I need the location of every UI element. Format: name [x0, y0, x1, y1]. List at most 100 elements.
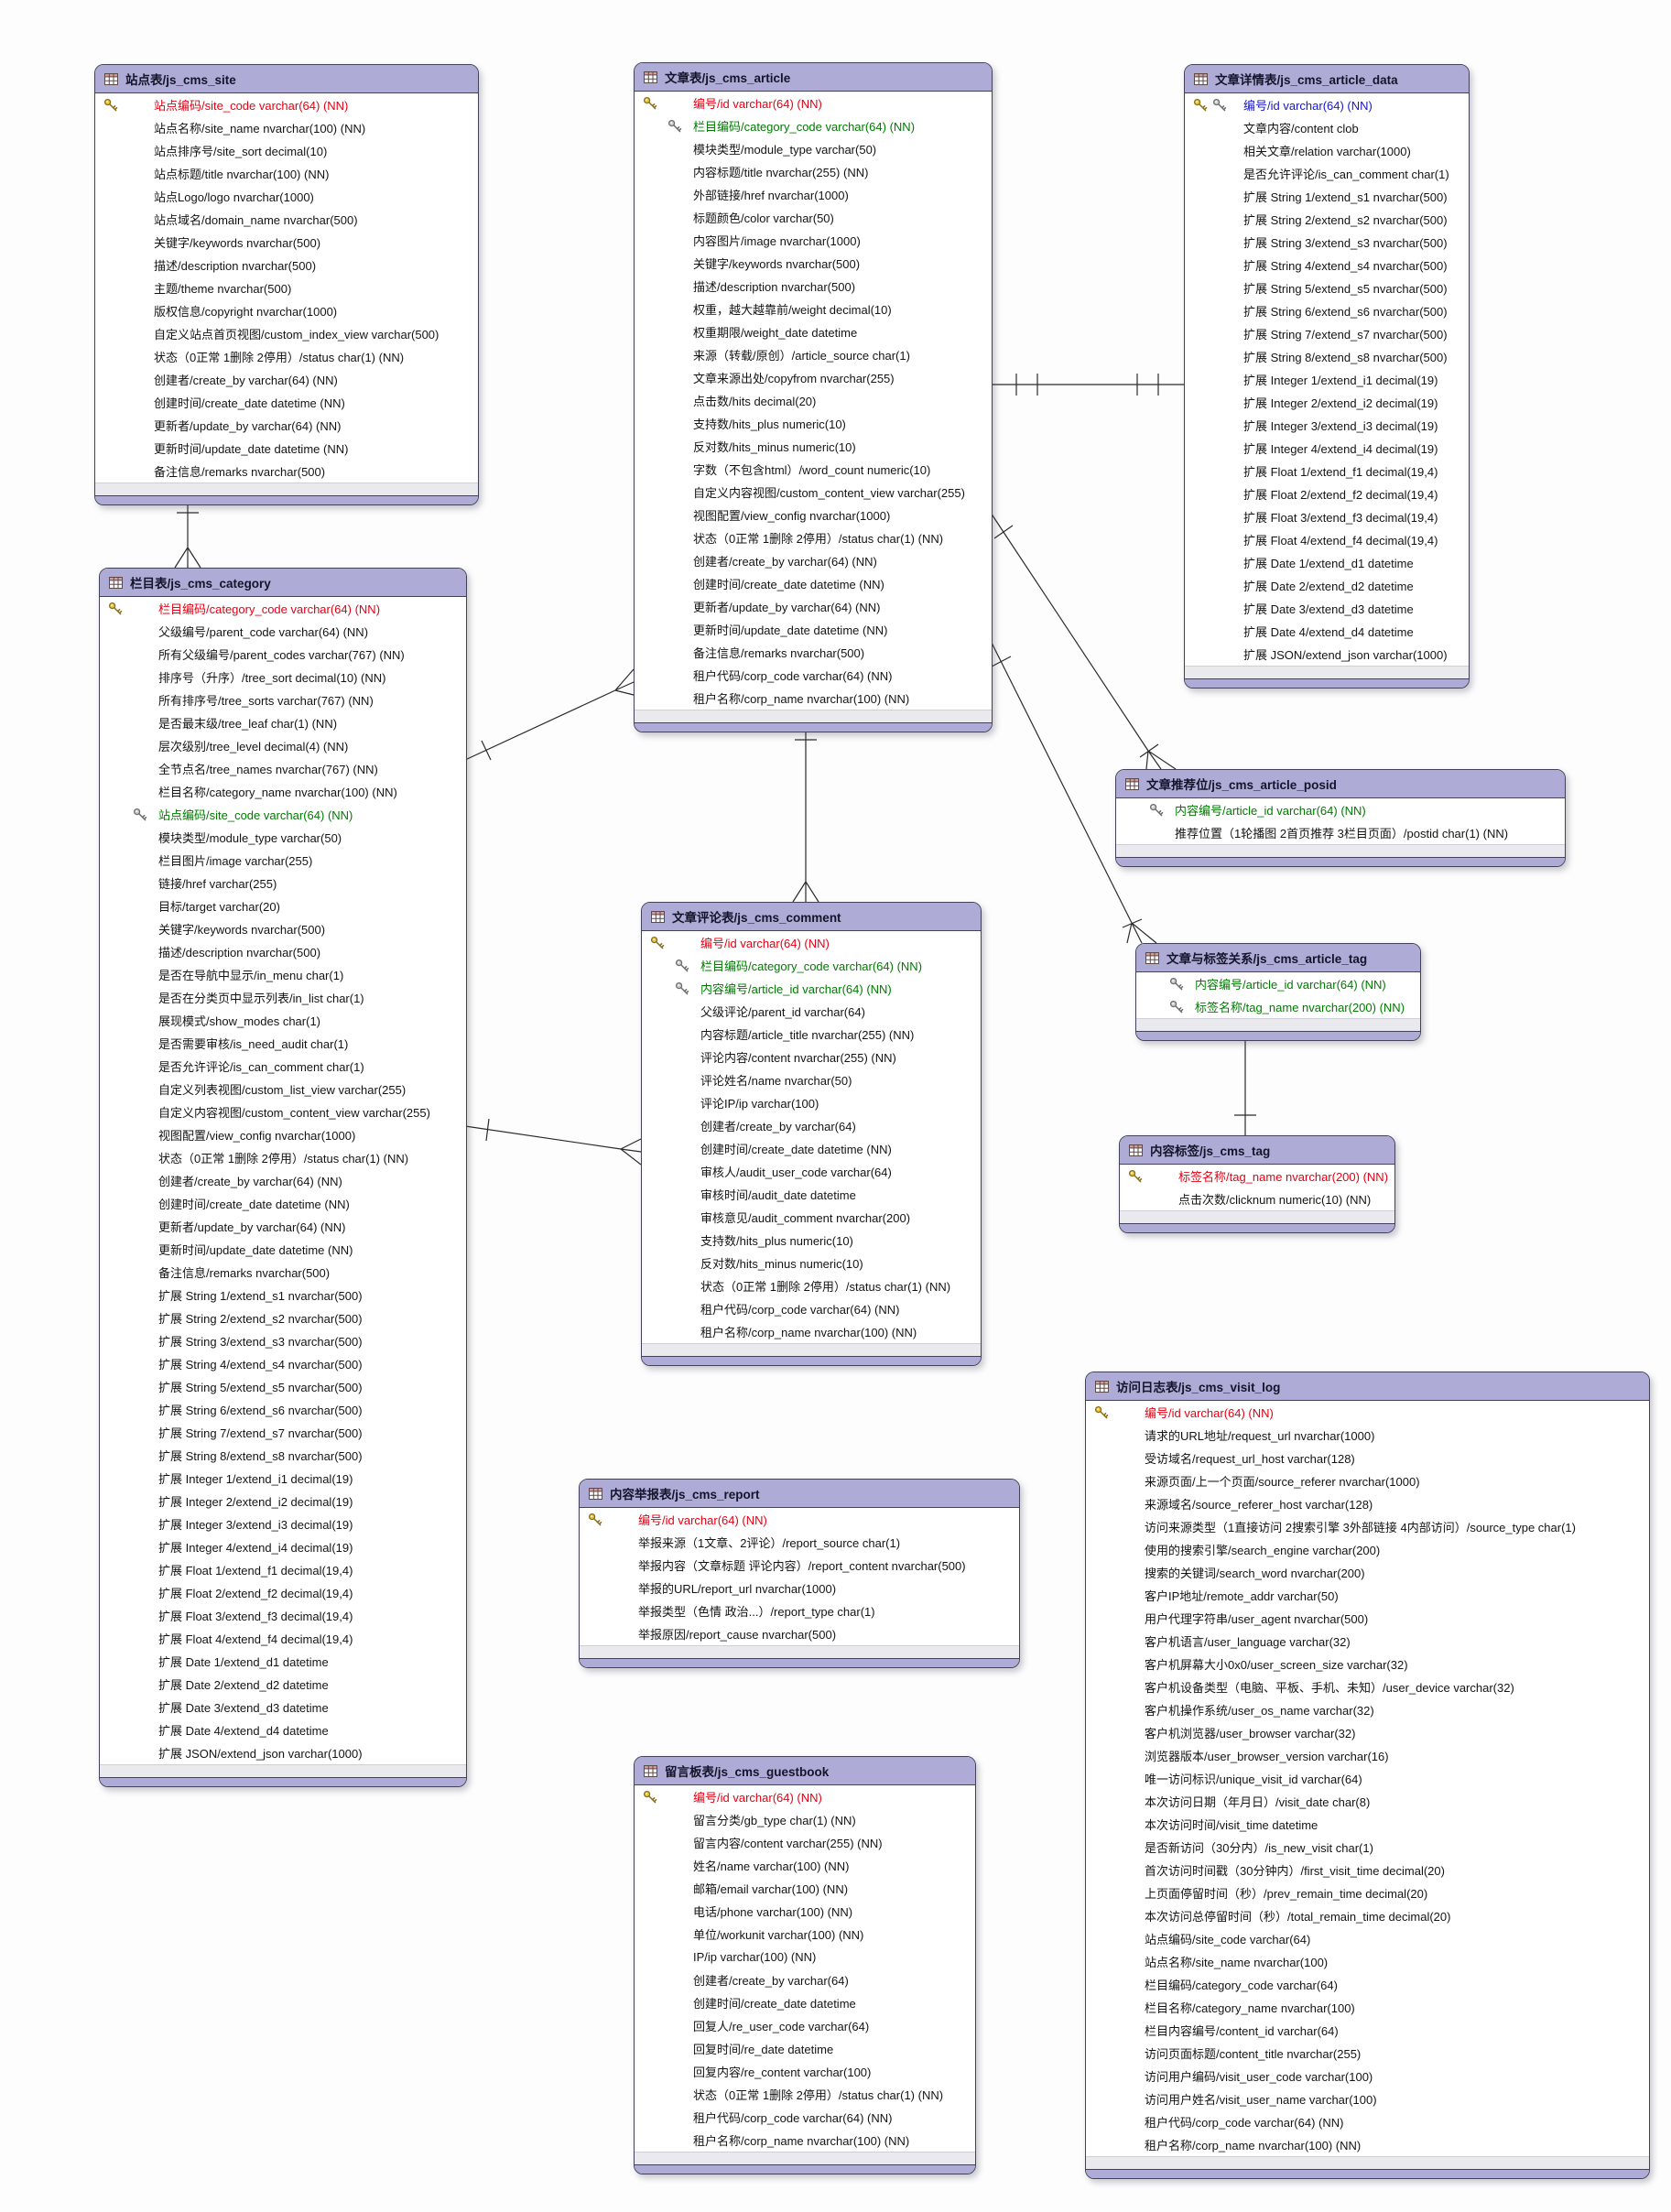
entity-header-article_data[interactable]: 文章详情表/js_cms_article_data: [1185, 65, 1469, 93]
field-row: 是否在分类页中显示列表/in_list char(1): [100, 986, 466, 1009]
field-row: 审核人/audit_user_code varchar(64): [642, 1160, 981, 1183]
field-row: 扩展 String 1/extend_s1 nvarchar(500): [100, 1284, 466, 1307]
field-label: 栏目编码/category_code varchar(64) (NN): [158, 602, 381, 616]
entity-article_posid[interactable]: 文章推荐位/js_cms_article_posid 内容编号/article_…: [1115, 769, 1566, 867]
entity-article[interactable]: 文章表/js_cms_article 编号/id varchar(64) (NN…: [634, 62, 993, 732]
field-row: 扩展 String 3/extend_s3 nvarchar(500): [100, 1329, 466, 1352]
entity-site[interactable]: 站点表/js_cms_site 站点编码/site_code varchar(6…: [94, 64, 479, 505]
entity-header-guestbook[interactable]: 留言板表/js_cms_guestbook: [635, 1757, 975, 1785]
table-icon: [1095, 1380, 1109, 1393]
field-row: 访问来源类型（1直接访问 2搜索引擎 3外部链接 4内部访问）/source_t…: [1086, 1515, 1649, 1538]
entity-header-comment[interactable]: 文章评论表/js_cms_comment: [642, 903, 981, 931]
field-row: 栏目编码/category_code varchar(64): [1086, 1973, 1649, 1996]
entity-fields: 栏目编码/category_code varchar(64) (NN) 父级编号/…: [100, 597, 466, 1764]
entity-footer-band: [95, 495, 478, 504]
entity-article_data[interactable]: 文章详情表/js_cms_article_data 编号/id varchar(…: [1184, 64, 1470, 689]
field-label: 扩展 Date 2/extend_d2 datetime: [1243, 580, 1414, 593]
entity-title: 文章推荐位/js_cms_article_posid: [1146, 778, 1337, 792]
entity-header-category[interactable]: 栏目表/js_cms_category: [100, 569, 466, 597]
entity-header-tag[interactable]: 内容标签/js_cms_tag: [1120, 1136, 1394, 1165]
entity-tag[interactable]: 内容标签/js_cms_tag 标签名称/tag_name nvarchar(2…: [1119, 1135, 1395, 1233]
field-row: 扩展 Float 1/extend_f1 decimal(19,4): [100, 1558, 466, 1581]
field-row: 扩展 Float 2/extend_f2 decimal(19,4): [100, 1581, 466, 1604]
field-row: 站点名称/site_name nvarchar(100): [1086, 1950, 1649, 1973]
field-row: 编号/id varchar(64) (NN): [1185, 93, 1469, 116]
field-row: 外部链接/href nvarchar(1000): [635, 183, 992, 206]
field-label: 扩展 Float 2/extend_f2 decimal(19,4): [158, 1587, 353, 1600]
entity-header-report[interactable]: 内容举报表/js_cms_report: [580, 1480, 1019, 1508]
table-icon: [644, 70, 657, 83]
entity-footer-band: [1116, 857, 1565, 866]
field-label: 所有排序号/tree_sorts varchar(767) (NN): [158, 694, 374, 708]
entity-footer-band: [580, 1658, 1019, 1667]
field-label: 访问页面标题/content_title nvarchar(255): [1145, 2047, 1362, 2061]
field-row: 举报内容（文章标题 评论内容）/report_content nvarchar(…: [580, 1554, 1019, 1577]
field-row: 评论内容/content nvarchar(255) (NN): [642, 1046, 981, 1068]
field-label: 备注信息/remarks nvarchar(500): [158, 1266, 331, 1280]
field-row: 站点编码/site_code varchar(64): [1086, 1927, 1649, 1950]
entity-header-article_posid[interactable]: 文章推荐位/js_cms_article_posid: [1116, 770, 1565, 798]
field-label: 扩展 String 5/extend_s5 nvarchar(500): [158, 1381, 363, 1394]
field-label: 扩展 Date 3/extend_d3 datetime: [1243, 602, 1414, 616]
field-row: 所有父级编号/parent_codes varchar(767) (NN): [100, 643, 466, 666]
field-label: 权重，越大越靠前/weight decimal(10): [693, 303, 892, 317]
field-row: 来源域名/source_referer_host varchar(128): [1086, 1492, 1649, 1515]
entity-title: 留言板表/js_cms_guestbook: [665, 1765, 830, 1779]
field-row: 内容标题/title nvarchar(255) (NN): [635, 160, 992, 183]
field-row: 状态（0正常 1删除 2停用）/status char(1) (NN): [95, 345, 478, 368]
connector-site-category: [174, 493, 201, 569]
field-label: 邮箱/email varchar(100) (NN): [693, 1882, 849, 1896]
field-label: 创建时间/create_date datetime (NN): [693, 578, 884, 591]
field-label: 视图配置/view_config nvarchar(1000): [693, 509, 891, 523]
field-row: 上页面停留时间（秒）/prev_remain_time decimal(20): [1086, 1881, 1649, 1904]
entity-comment[interactable]: 文章评论表/js_cms_comment 编号/id varchar(64) (…: [641, 902, 982, 1366]
field-row: 回复内容/re_content varchar(100): [635, 2060, 975, 2083]
field-label: 链接/href varchar(255): [158, 877, 277, 891]
field-label: 扩展 Date 1/extend_d1 datetime: [1243, 557, 1414, 570]
entity-report[interactable]: 内容举报表/js_cms_report 编号/id varchar(64) (N…: [579, 1479, 1020, 1668]
table-icon: [589, 1487, 602, 1500]
entity-header-article[interactable]: 文章表/js_cms_article: [635, 63, 992, 92]
field-row: 状态（0正常 1删除 2停用）/status char(1) (NN): [100, 1146, 466, 1169]
entity-footer-band: [635, 2164, 975, 2174]
field-row: 展现模式/show_modes char(1): [100, 1009, 466, 1032]
field-row: 评论姓名/name nvarchar(50): [642, 1068, 981, 1091]
entity-header-visit_log[interactable]: 访问日志表/js_cms_visit_log: [1086, 1372, 1649, 1401]
field-label: 栏目编码/category_code varchar(64): [1145, 1979, 1338, 1992]
field-label: 扩展 String 5/extend_s5 nvarchar(500): [1243, 282, 1448, 296]
field-row: 站点编码/site_code varchar(64) (NN): [100, 803, 466, 826]
field-row: 父级编号/parent_code varchar(64) (NN): [100, 620, 466, 643]
field-label: 扩展 Float 2/extend_f2 decimal(19,4): [1243, 488, 1438, 502]
field-label: 自定义站点首页视图/custom_index_view varchar(500): [154, 328, 439, 342]
field-label: 标签名称/tag_name nvarchar(200) (NN): [1195, 1001, 1405, 1014]
field-row: 扩展 String 8/extend_s8 nvarchar(500): [100, 1444, 466, 1467]
field-label: 点击数/hits decimal(20): [693, 395, 817, 408]
entity-visit_log[interactable]: 访问日志表/js_cms_visit_log 编号/id varchar(64)…: [1085, 1372, 1650, 2179]
field-row: 扩展 Float 2/extend_f2 decimal(19,4): [1185, 483, 1469, 505]
field-label: 创建者/create_by varchar(64) (NN): [693, 555, 877, 569]
entity-guestbook[interactable]: 留言板表/js_cms_guestbook 编号/id varchar(64) …: [634, 1756, 976, 2174]
field-row: 扩展 Float 4/extend_f4 decimal(19,4): [1185, 528, 1469, 551]
entity-title: 内容举报表/js_cms_report: [610, 1488, 760, 1502]
entity-header-article_tag[interactable]: 文章与标签关系/js_cms_article_tag: [1136, 944, 1420, 972]
field-label: 展现模式/show_modes char(1): [158, 1014, 320, 1028]
field-row: 关键字/keywords nvarchar(500): [95, 231, 478, 254]
field-row: 创建时间/create_date datetime (NN): [100, 1192, 466, 1215]
entity-footer: [1086, 2156, 1649, 2169]
field-row: 搜索的关键词/search_word nvarchar(200): [1086, 1561, 1649, 1584]
entity-article_tag[interactable]: 文章与标签关系/js_cms_article_tag 内容编号/article_…: [1135, 943, 1421, 1041]
field-label: 扩展 String 8/extend_s8 nvarchar(500): [158, 1449, 363, 1463]
entity-footer-band: [1136, 1031, 1420, 1040]
field-label: 举报的URL/report_url nvarchar(1000): [638, 1582, 837, 1596]
field-row: 自定义内容视图/custom_content_view varchar(255): [100, 1101, 466, 1123]
entity-header-site[interactable]: 站点表/js_cms_site: [95, 65, 478, 93]
field-row: 创建时间/create_date datetime (NN): [635, 572, 992, 595]
field-row: 扩展 String 8/extend_s8 nvarchar(500): [1185, 345, 1469, 368]
field-row: 扩展 Date 2/extend_d2 datetime: [1185, 574, 1469, 597]
field-label: 回复人/re_user_code varchar(64): [693, 2020, 870, 2033]
field-label: 栏目编码/category_code varchar(64) (NN): [700, 960, 923, 973]
entity-category[interactable]: 栏目表/js_cms_category 栏目编码/category_code v…: [99, 568, 467, 1787]
field-row: 编号/id varchar(64) (NN): [1086, 1401, 1649, 1424]
field-label: 点击次数/clicknum numeric(10) (NN): [1178, 1193, 1372, 1207]
field-label: 扩展 Date 3/extend_d3 datetime: [158, 1701, 329, 1715]
